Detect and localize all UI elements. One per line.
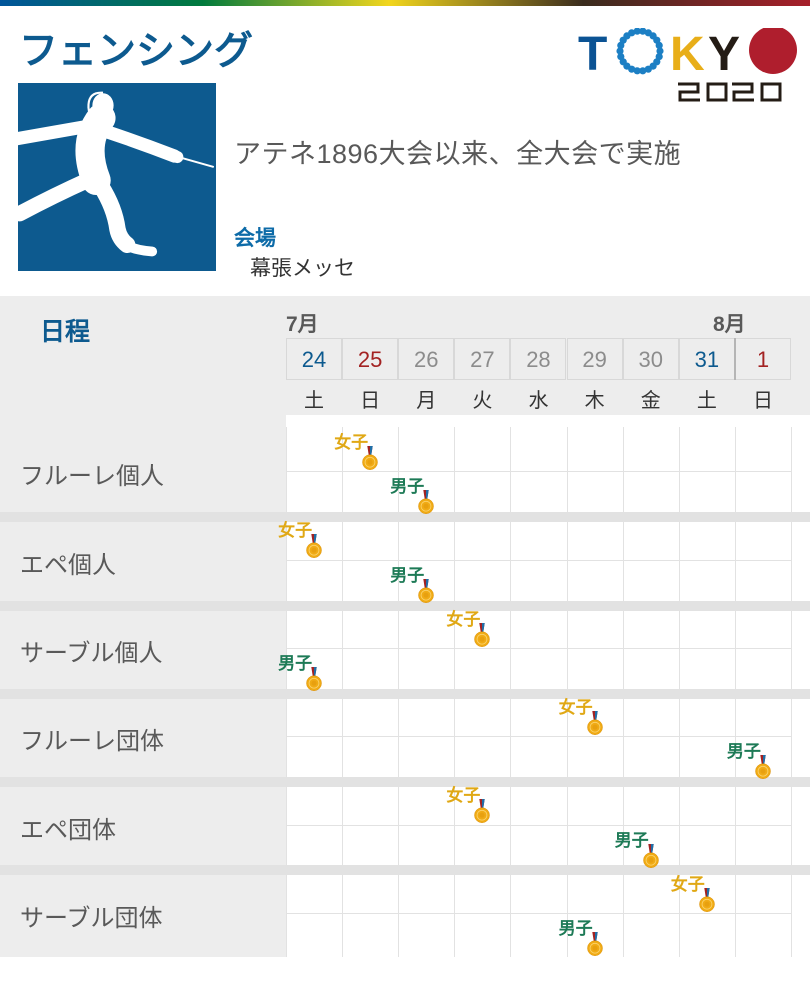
svg-text:T: T (578, 28, 607, 81)
svg-text:K: K (670, 28, 705, 81)
svg-text:Y: Y (708, 28, 740, 81)
